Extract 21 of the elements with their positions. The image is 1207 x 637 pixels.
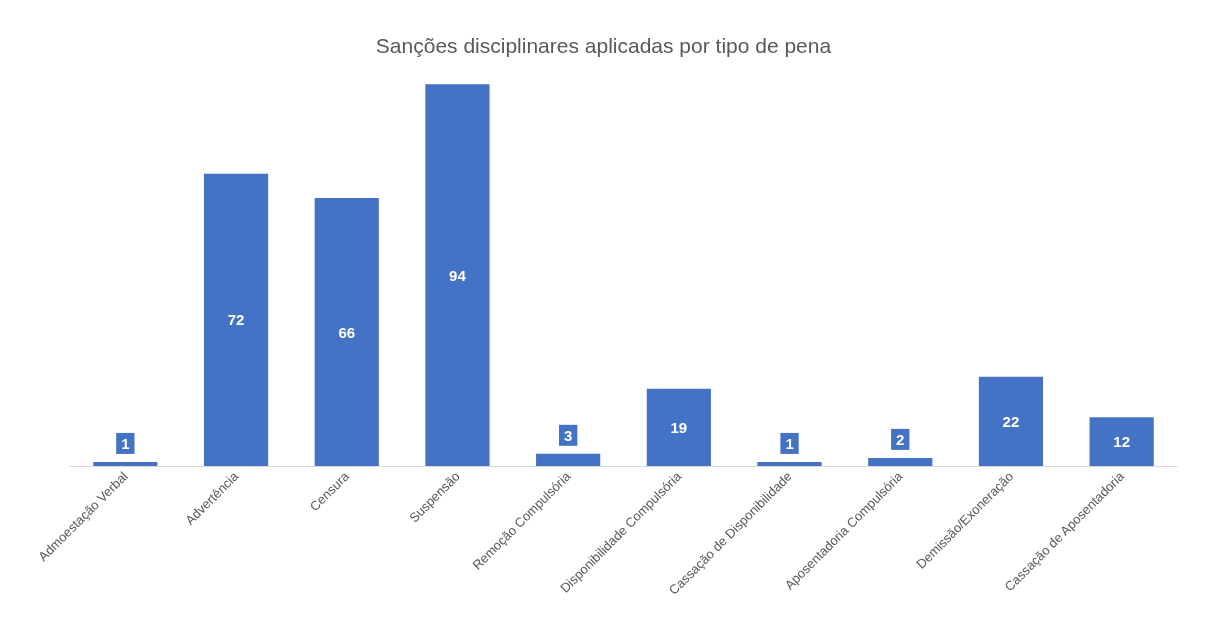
bar — [536, 453, 601, 466]
bar — [203, 173, 269, 466]
bar — [757, 461, 822, 466]
data-label: 66 — [338, 323, 356, 341]
data-label: 94 — [449, 266, 467, 284]
data-label: 19 — [670, 418, 688, 436]
bar — [978, 376, 1044, 466]
bar — [93, 461, 158, 466]
data-label: 2 — [896, 430, 905, 448]
data-label: 22 — [1002, 412, 1020, 430]
bar — [425, 84, 490, 466]
bar — [868, 457, 933, 466]
data-label: 1 — [121, 434, 130, 452]
bar — [646, 388, 711, 466]
bar — [314, 198, 379, 466]
data-label: 72 — [227, 311, 245, 329]
data-label: 1 — [785, 434, 794, 452]
bar — [1089, 417, 1154, 466]
data-label: 3 — [563, 426, 573, 444]
data-label: 12 — [1113, 433, 1130, 451]
chart-title: Sanções disciplinares aplicadas por tipo de pena — [375, 34, 832, 57]
